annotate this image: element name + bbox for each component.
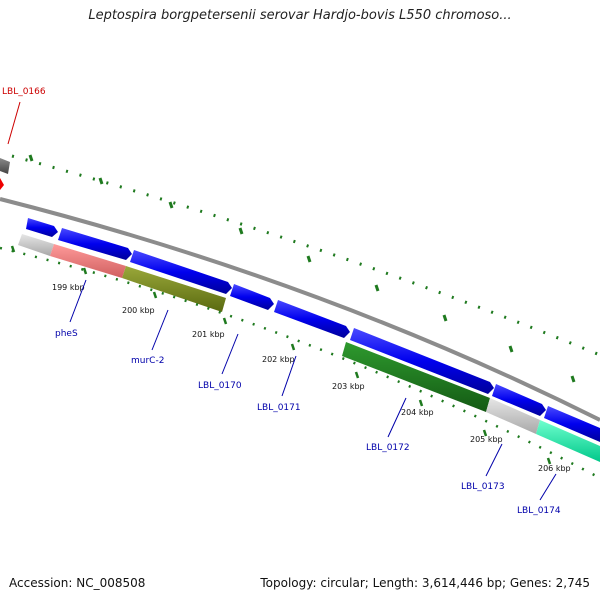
tick-labels: 199 kbp 200 kbp 201 kbp 202 kbp 203 kbp … [52,283,571,473]
gene-track[interactable] [18,234,600,462]
gene-label-lbl-0173[interactable]: LBL_0173 [461,482,505,492]
label-leaders [69,279,557,501]
cds-block[interactable] [130,250,232,294]
feature-lbl-0166-arrow[interactable] [0,178,4,190]
topology-summary: Topology: circular; Length: 3,614,446 bp… [260,576,590,590]
gene-label-phes[interactable]: pheS [55,329,78,339]
gene-segment-lbl-0172[interactable] [342,342,490,412]
gene-segment-gray[interactable] [18,234,54,256]
tick-label: 202 kbp [262,355,295,364]
inner-tick-ring [0,246,600,480]
tick-label: 199 kbp [52,283,85,292]
gene-label-lbl-0171[interactable]: LBL_0171 [257,403,301,413]
gene-segment-phes[interactable] [50,244,126,278]
gene-segment-lbl-0173[interactable] [486,398,540,434]
gene-label-lbl-0170[interactable]: LBL_0170 [198,381,242,391]
gene-segment-murc[interactable] [122,266,226,312]
tick-label: 201 kbp [192,330,225,339]
outer-major-ticks [28,154,576,383]
cds-track[interactable] [26,218,600,442]
map-title: Leptospira borgpetersenii serovar Hardjo… [88,8,512,23]
tick-label: 203 kbp [332,382,365,391]
gene-segment-lbl-0174[interactable] [536,420,600,462]
gene-label-lbl-0166[interactable]: LBL_0166 [2,87,46,97]
cds-block[interactable] [350,328,494,394]
label-leader-lbl-0166 [7,101,21,145]
gene-label-murc-2[interactable]: murC-2 [131,356,164,366]
inner-major-ticks [10,245,552,465]
gene-label-lbl-0172[interactable]: LBL_0172 [366,443,410,453]
outer-tick-ring [11,154,600,357]
backbone [0,197,600,422]
cds-block[interactable] [230,284,274,310]
accession-text: Accession: NC_008508 [9,576,146,590]
cds-block[interactable] [26,218,58,237]
tick-label: 206 kbp [538,464,571,473]
cds-block[interactable] [492,384,546,416]
tick-label: 205 kbp [470,435,503,444]
gene-label-lbl-0174[interactable]: LBL_0174 [517,506,561,516]
cds-block[interactable] [544,406,600,442]
cds-block[interactable] [274,300,350,338]
feature-lbl-0166-block[interactable] [0,158,10,174]
tick-label: 200 kbp [122,306,155,315]
tick-label: 204 kbp [401,408,434,417]
cds-block[interactable] [58,228,132,260]
